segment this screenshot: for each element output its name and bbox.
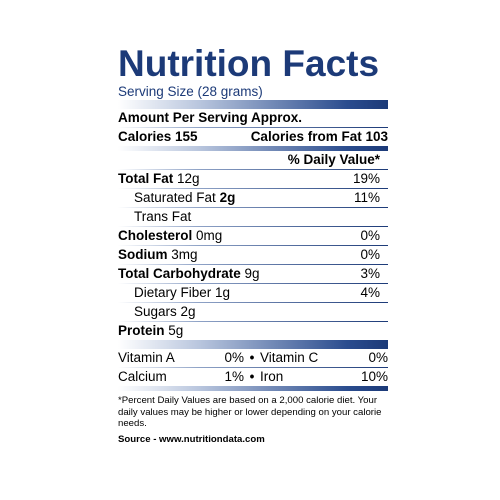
vitamin-name: Calcium: [118, 369, 167, 384]
label-title: Nutrition Facts: [118, 43, 380, 84]
divider-thin: [118, 321, 388, 322]
vitamin-name: Vitamin C: [260, 350, 319, 365]
divider-medium: [118, 386, 388, 391]
bullet-separator: •: [249, 369, 255, 384]
nutrient-name: Trans Fat: [134, 209, 192, 224]
daily-value-header: % Daily Value*: [118, 151, 388, 169]
serving-size: Serving Size (28 grams): [118, 84, 263, 99]
divider-thin: [118, 226, 388, 227]
vitamin-pct: 10%: [360, 369, 388, 384]
nutrition-label: Nutrition Facts Serving Size (28 grams) …: [118, 44, 388, 446]
nutrient-dv: 0%: [360, 247, 380, 262]
nutrient-row-cholesterol: Cholesterol 0mg 0%: [118, 227, 388, 245]
divider-thick: [118, 340, 388, 349]
nutrient-name: Cholesterol: [118, 228, 193, 243]
nutrient-dv: 4%: [360, 285, 380, 300]
divider-thin: [118, 188, 388, 189]
nutrient-amount: 1g: [215, 285, 231, 300]
nutrient-amount: 2g: [219, 190, 236, 205]
nutrient-name: Total Fat: [118, 171, 174, 186]
calories-label: Calories 155: [118, 129, 198, 144]
nutrient-row-sugars: Sugars 2g: [118, 303, 388, 321]
nutrient-dv: 11%: [353, 190, 380, 205]
nutrient-amount: 9g: [244, 266, 260, 281]
nutrient-name: Total Carbohydrate: [118, 266, 241, 281]
nutrient-row-sodium: Sodium 3mg 0%: [118, 246, 388, 264]
divider-medium: [118, 146, 388, 151]
nutrient-dv: 0%: [360, 228, 380, 243]
nutrient-row-total-carbohydrate: Total Carbohydrate 9g 3%: [118, 265, 388, 283]
nutrient-amount: 2g: [180, 304, 196, 319]
divider-thin: [118, 127, 388, 128]
daily-value-header-text: % Daily Value*: [287, 152, 380, 167]
calories-row: Calories 155 Calories from Fat 103: [118, 128, 388, 146]
divider-thin: [118, 367, 388, 368]
divider-thin: [118, 245, 388, 246]
footnote: *Percent Daily Values are based on a 2,0…: [118, 395, 382, 429]
divider-thin: [118, 264, 388, 265]
vitamin-row: Vitamin A 0% • Vitamin C 0%: [118, 349, 388, 367]
nutrient-name: Saturated Fat: [134, 190, 216, 205]
divider-thin: [118, 207, 388, 208]
vitamin-pct: 0%: [224, 350, 244, 365]
vitamin-pct: 0%: [368, 350, 388, 365]
amount-per-serving: Amount Per Serving Approx.: [118, 109, 388, 127]
nutrient-row-dietary-fiber: Dietary Fiber 1g 4%: [118, 284, 388, 302]
divider-thin: [118, 169, 388, 170]
nutrient-name: Protein: [118, 323, 165, 338]
nutrient-name: Sodium: [118, 247, 168, 262]
nutrient-row-protein: Protein 5g: [118, 322, 388, 340]
nutrient-row-total-fat: Total Fat 12g 19%: [118, 170, 388, 188]
amount-per-serving-text: Amount Per Serving Approx.: [118, 110, 303, 125]
nutrient-amount: 0mg: [196, 228, 223, 243]
nutrient-name: Sugars: [134, 304, 177, 319]
vitamin-name: Iron: [260, 369, 284, 384]
vitamin-name: Vitamin A: [118, 350, 175, 365]
nutrient-dv: 19%: [352, 171, 380, 186]
nutrient-name: Dietary Fiber: [134, 285, 212, 300]
nutrient-row-saturated-fat: Saturated Fat 2g 11%: [118, 189, 388, 207]
divider-thin: [118, 302, 388, 303]
calories-fat-label: Calories from Fat 103: [250, 129, 388, 144]
divider-thick: [118, 100, 388, 109]
nutrient-amount: 12g: [177, 171, 200, 186]
vitamin-row: Calcium 1% • Iron 10%: [118, 368, 388, 386]
nutrient-dv: 3%: [360, 266, 380, 281]
vitamin-pct: 1%: [224, 369, 244, 384]
nutrient-amount: 3mg: [171, 247, 198, 262]
source-line: Source - www.nutritiondata.com: [118, 433, 265, 445]
divider-thin: [118, 283, 388, 284]
bullet-separator: •: [249, 350, 255, 365]
nutrient-amount: 5g: [168, 323, 184, 338]
nutrient-row-trans-fat: Trans Fat: [118, 208, 388, 226]
